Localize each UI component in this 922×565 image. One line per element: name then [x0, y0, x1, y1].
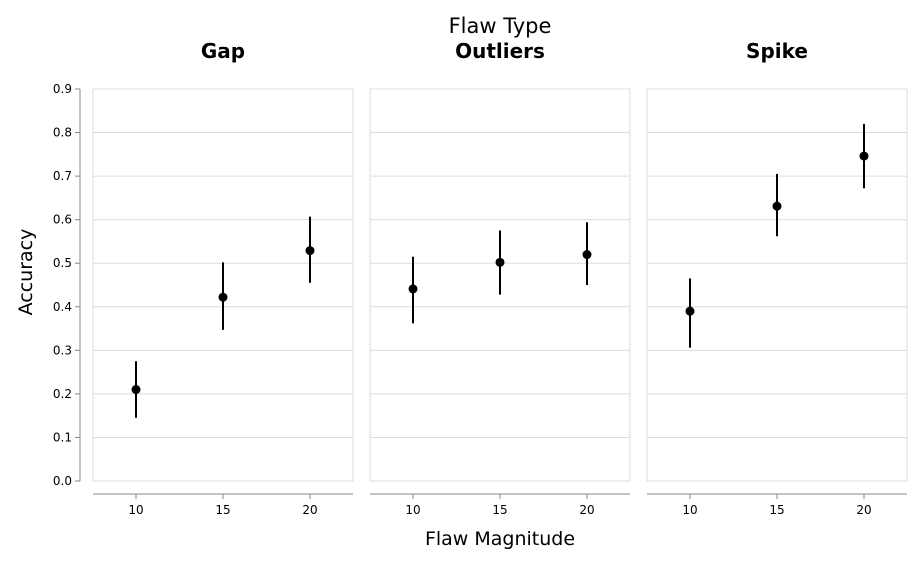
data-point-2-1 [772, 201, 782, 211]
x-tick-label-2-0: 10 [682, 503, 697, 517]
x-tick-label-1-0: 10 [405, 503, 420, 517]
facet-title-2: Spike [746, 39, 808, 63]
x-tick-label-2-1: 15 [769, 503, 784, 517]
plot-area: 0.0 0.1 0.2 0.3 0.4 0.5 0.6 0.7 0.8 0.9 Gap 10 15 20 O… [53, 39, 908, 517]
x-axis-title: Flaw Magnitude [425, 528, 575, 550]
y-tick-label-9: 0.9 [53, 82, 72, 96]
y-tick-label-5: 0.5 [53, 256, 72, 270]
data-point-2-0 [685, 306, 695, 316]
x-tick-label-1-1: 15 [492, 503, 507, 517]
y-tick-label-3: 0.3 [53, 343, 72, 357]
facet-title-1: Outliers [455, 39, 545, 63]
data-point-1-1 [495, 257, 505, 267]
data-point-0-0 [131, 385, 141, 395]
data-point-1-2 [582, 250, 592, 260]
data-point-0-1 [218, 292, 228, 302]
x-tick-label-0-2: 20 [302, 503, 317, 517]
facet-frame-2 [646, 88, 908, 482]
x-tick-label-0-0: 10 [128, 503, 143, 517]
data-point-2-2 [859, 151, 869, 161]
y-tick-label-0: 0.0 [53, 474, 72, 488]
chart-super-title: Flaw Type [449, 14, 552, 38]
y-axis-title: Accuracy [15, 229, 37, 316]
y-tick-label-4: 0.4 [53, 300, 72, 314]
facet-title-0: Gap [201, 39, 245, 63]
x-tick-label-0-1: 15 [215, 503, 230, 517]
y-tick-label-1: 0.1 [53, 430, 72, 444]
y-tick-label-6: 0.6 [53, 213, 72, 227]
x-tick-label-1-2: 20 [579, 503, 594, 517]
data-point-0-2 [305, 246, 315, 256]
data-point-1-0 [408, 284, 418, 294]
y-tick-label-7: 0.7 [53, 169, 72, 183]
x-tick-label-2-2: 20 [856, 503, 871, 517]
y-tick-label-8: 0.8 [53, 126, 72, 140]
y-tick-label-2: 0.2 [53, 387, 72, 401]
